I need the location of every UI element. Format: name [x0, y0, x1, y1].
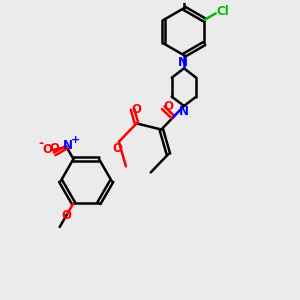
- Text: O: O: [164, 100, 174, 112]
- Text: N: N: [178, 56, 188, 69]
- Text: -: -: [38, 137, 43, 150]
- Text: N: N: [63, 139, 73, 152]
- Text: N: N: [179, 105, 189, 119]
- Text: Cl: Cl: [216, 5, 229, 18]
- Text: O: O: [61, 208, 71, 222]
- Text: +: +: [71, 135, 80, 145]
- Text: O: O: [131, 103, 141, 116]
- Text: O: O: [50, 142, 60, 154]
- Text: O: O: [43, 142, 52, 155]
- Text: O: O: [112, 142, 122, 155]
